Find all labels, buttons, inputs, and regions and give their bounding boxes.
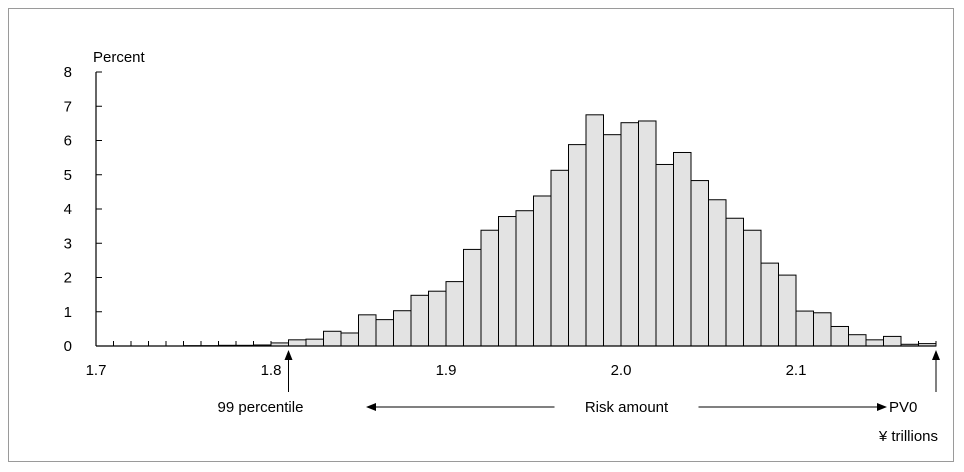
histogram-bar: [323, 330, 342, 347]
y-tick-label: 7: [64, 98, 72, 115]
chart-frame: Percent 0 1 2 3 4 5 6 7 8 1.7 1.8 1.9 2.0 2.1 99 per…: [8, 8, 954, 462]
y-axis-label: Percent: [93, 49, 146, 66]
histogram-bar: [585, 114, 604, 347]
histogram-bar: [305, 338, 324, 347]
histogram-bar: [550, 169, 569, 347]
histogram-bar: [358, 314, 377, 347]
histogram-bar: [655, 163, 674, 347]
histogram-bar: [603, 134, 622, 347]
histogram-bar: [393, 310, 412, 347]
y-tick-label: 2: [64, 270, 72, 287]
histogram-bar: [568, 144, 587, 347]
histogram-chart: Percent 0 1 2 3 4 5 6 7 8 1.7 1.8 1.9 2.0 2.1 99 per…: [64, 49, 940, 445]
risk-arrowhead-left: [366, 403, 376, 411]
y-tick-label: 8: [64, 64, 72, 81]
x-ticks-group: 1.7 1.8 1.9 2.0 2.1: [86, 341, 937, 379]
histogram-bar: [445, 281, 464, 347]
x-tick-label: 1.8: [261, 362, 282, 379]
bars-group: [183, 114, 937, 347]
histogram-bar: [498, 216, 517, 347]
risk-arrowhead-right: [877, 403, 887, 411]
histogram-bar: [725, 217, 744, 347]
y-tick-label: 4: [64, 201, 72, 218]
histogram-bar: [288, 339, 307, 347]
x-tick-label: 2.1: [786, 362, 807, 379]
histogram-bar: [743, 229, 762, 347]
histogram-bar: [848, 334, 867, 347]
x-tick-label: 2.0: [611, 362, 632, 379]
y-tick-label: 6: [64, 133, 72, 150]
risk-amount-label: Risk amount: [585, 399, 669, 416]
histogram-bar: [708, 199, 727, 347]
percentile-label: 99 percentile: [218, 399, 304, 416]
histogram-bar: [830, 325, 849, 347]
x-tick-label: 1.9: [436, 362, 457, 379]
y-tick-label: 3: [64, 235, 72, 252]
annotations-group: 99 percentile Risk amount PV0 ¥ trillion…: [218, 350, 940, 445]
histogram-bar: [340, 332, 359, 347]
histogram-bar: [638, 120, 657, 347]
pv0-arrowhead: [932, 350, 940, 360]
histogram-bar: [778, 274, 797, 347]
pv0-label: PV0: [889, 399, 917, 416]
y-tick-label: 1: [64, 304, 72, 321]
y-tick-label: 5: [64, 167, 72, 184]
histogram-bar: [620, 122, 639, 347]
histogram-bar: [673, 151, 692, 347]
histogram-bar: [865, 339, 884, 347]
histogram-bar: [428, 290, 447, 347]
x-tick-label: 1.7: [86, 362, 107, 379]
histogram-bar: [813, 312, 832, 347]
histogram-bar: [883, 335, 902, 347]
histogram-bar: [375, 319, 394, 347]
y-tick-label: 0: [64, 338, 72, 355]
histogram-bar: [690, 180, 709, 347]
histogram-bar: [760, 262, 779, 347]
x-unit-label: ¥ trillions: [878, 428, 938, 445]
histogram-bar: [533, 195, 552, 347]
percentile-arrowhead: [284, 350, 293, 360]
histogram-bar: [410, 294, 429, 347]
histogram-bar: [480, 229, 499, 347]
histogram-bar: [795, 310, 814, 347]
histogram-bar: [463, 248, 482, 347]
histogram-bar: [515, 210, 534, 347]
